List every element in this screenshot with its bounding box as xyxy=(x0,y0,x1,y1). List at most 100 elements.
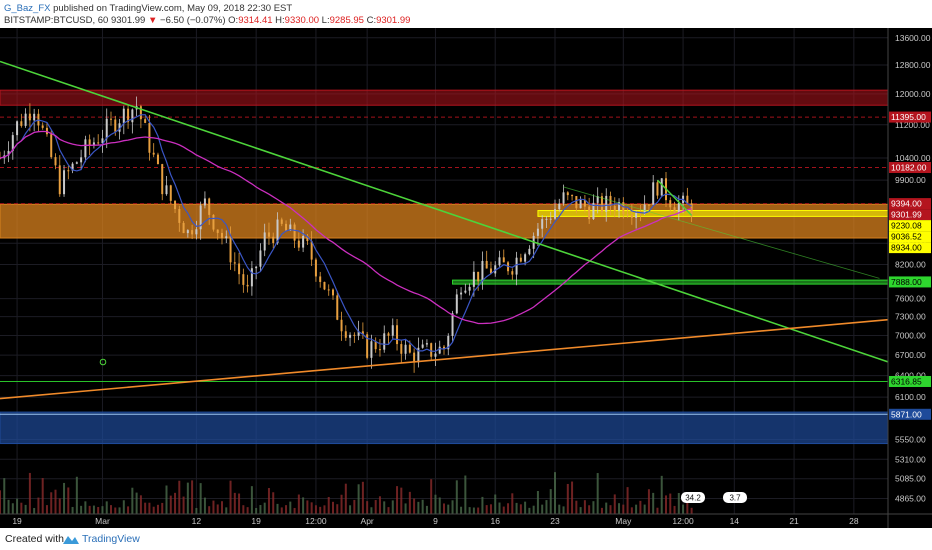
candle-body xyxy=(374,341,377,350)
price-tick-label: 5550.00 xyxy=(895,434,926,444)
price-tick-label: 7300.00 xyxy=(895,312,926,322)
candle-body xyxy=(11,135,14,151)
candle-body xyxy=(524,254,527,262)
candle-body xyxy=(690,203,693,217)
volume-bar xyxy=(152,506,155,514)
candle-body xyxy=(63,170,66,195)
volume-bar xyxy=(289,501,292,514)
candle-body xyxy=(451,313,454,336)
volume-bar xyxy=(413,498,416,514)
candle-body xyxy=(558,203,561,210)
volume-bar xyxy=(156,504,159,514)
volume-bar xyxy=(92,505,95,514)
volume-bar xyxy=(583,500,586,514)
candle-body xyxy=(169,185,172,201)
volume-bar xyxy=(613,494,616,514)
candle-body xyxy=(366,334,369,358)
volume-bar xyxy=(314,505,317,514)
candle-body xyxy=(579,199,582,209)
volume-bar xyxy=(114,507,117,514)
price-chart[interactable]: 34.2 3.7 13600.00 12800.00 12000.00 11200.00… xyxy=(0,28,932,528)
volume-bar xyxy=(528,507,531,514)
candle-body xyxy=(199,205,202,230)
candle-body xyxy=(67,170,70,172)
moving-average-fast xyxy=(0,114,692,352)
trendline-minor xyxy=(563,186,880,279)
candle-body xyxy=(566,192,569,196)
volume-bar xyxy=(105,501,108,514)
trendline-short xyxy=(656,179,693,216)
time-tick-label: 19 xyxy=(251,516,261,526)
volume-bar xyxy=(165,485,168,514)
volume-bar xyxy=(579,507,582,514)
candle-body xyxy=(212,214,215,230)
candle-body xyxy=(92,142,95,146)
candle-body xyxy=(413,352,416,363)
candle-body xyxy=(378,349,381,351)
price-tick-label: 6700.00 xyxy=(895,350,926,360)
volume-bar xyxy=(263,502,266,514)
candle-body xyxy=(353,334,356,336)
time-tick-label: 28 xyxy=(849,516,859,526)
price-label: 9301.99 xyxy=(889,209,931,221)
candle-body xyxy=(647,204,650,206)
candle-body xyxy=(605,195,608,212)
candle-body xyxy=(246,284,249,287)
trendline xyxy=(0,318,889,400)
time-tick-label: 14 xyxy=(730,516,740,526)
volume-bar xyxy=(139,495,142,514)
volume-bar xyxy=(37,497,40,514)
volume-badge-label: 3.7 xyxy=(729,494,741,503)
price-label-text: 7888.00 xyxy=(891,277,922,287)
author-link[interactable]: G_Baz_FX xyxy=(4,3,51,14)
candle-body xyxy=(349,334,352,338)
price-label-bg xyxy=(889,162,931,174)
tradingview-brand-link[interactable]: TradingView xyxy=(82,533,140,545)
candle-body xyxy=(24,113,27,126)
candle-body xyxy=(131,109,134,123)
volume-bar xyxy=(195,507,198,514)
volume-bar xyxy=(366,501,369,514)
candle-body xyxy=(515,257,518,275)
volume-bar xyxy=(122,500,125,514)
candle-body xyxy=(84,139,87,158)
candle-body xyxy=(161,164,164,195)
candle-body xyxy=(417,347,420,363)
candle-body xyxy=(276,219,279,244)
chart-background xyxy=(0,28,932,528)
candle-body xyxy=(272,236,275,244)
candle-body xyxy=(110,118,112,120)
candle-body xyxy=(652,182,655,205)
candle-body xyxy=(58,165,61,195)
candle-body xyxy=(613,206,616,211)
candle-body xyxy=(88,139,91,146)
volume-bar xyxy=(88,505,91,514)
candle-body xyxy=(28,113,31,121)
candle-body xyxy=(618,202,621,211)
high-label: H: xyxy=(275,15,285,26)
candle-body xyxy=(639,213,642,215)
candle-body xyxy=(225,236,228,239)
moving-average-slow xyxy=(0,130,692,325)
candle-body xyxy=(114,119,117,132)
volume-bar xyxy=(75,476,78,514)
candle-body xyxy=(600,196,603,212)
price-label: 9230.08 xyxy=(889,220,931,232)
candle-body xyxy=(259,250,262,267)
candle-body xyxy=(686,195,689,204)
volume-bar xyxy=(28,472,31,514)
volume-bar xyxy=(11,503,14,514)
volume-bar xyxy=(524,501,527,514)
volume-badge: 34.2 xyxy=(681,492,705,503)
price-label-text: 9394.00 xyxy=(891,199,922,209)
candle-body xyxy=(195,229,198,235)
candle-body xyxy=(191,230,194,235)
candle-body xyxy=(498,257,501,266)
price-tick-label: 4865.00 xyxy=(895,494,926,504)
volume-bar xyxy=(566,483,569,514)
candle-body xyxy=(208,198,211,215)
volume-bar xyxy=(489,504,492,514)
volume-bar xyxy=(272,492,275,514)
tradingview-logo-icon xyxy=(63,536,79,544)
